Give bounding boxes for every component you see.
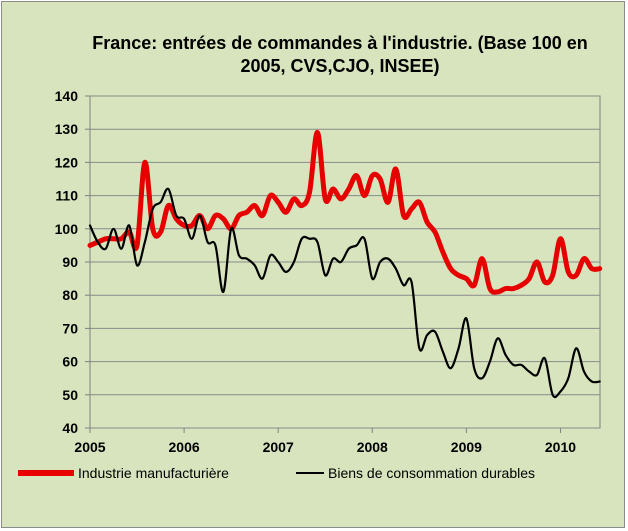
series-line-industrie-manufacturiere	[87, 130, 603, 295]
x-tick-label-2006: 2006	[169, 439, 200, 455]
legend-swatch-industrie	[18, 470, 74, 476]
legend-label-biens: Biens de consommation durables	[328, 465, 536, 481]
x-tick-label-2005: 2005	[74, 439, 105, 455]
y-tick-label-40: 40	[62, 420, 78, 436]
x-tick-label-2007: 2007	[263, 439, 294, 455]
y-tick-label-90: 90	[62, 254, 78, 270]
y-tick-label-140: 140	[55, 88, 79, 104]
gridlines	[90, 95, 600, 429]
axes: 40 50 60 70 80 90 100 110 120 130 140 2005 2006 2007 2…	[55, 88, 577, 455]
y-tick-label-120: 120	[55, 154, 79, 170]
chart-title-line-1: France: entrées de commandes à l'industr…	[92, 33, 588, 53]
chart-title: France: entrées de commandes à l'industr…	[60, 32, 620, 78]
y-tick-label-60: 60	[62, 354, 78, 370]
legend-label-industrie: Industrie manufacturière	[78, 465, 229, 481]
legend-item-biens: Biens de consommation durables	[296, 462, 535, 484]
legend: Industrie manufacturière Biens de consom…	[18, 462, 618, 484]
chart-title-line-2: 2005, CVS,CJO, INSEE)	[240, 56, 440, 76]
y-tick-label-110: 110	[55, 188, 78, 204]
y-tick-label-100: 100	[55, 221, 79, 237]
series-line-biens-consommation-durables	[88, 187, 601, 399]
legend-swatch-biens	[296, 472, 324, 474]
series-lines	[87, 130, 603, 399]
y-tick-label-130: 130	[55, 121, 79, 137]
y-tick-label-70: 70	[62, 320, 78, 336]
legend-item-industrie: Industrie manufacturière	[18, 462, 229, 484]
x-tick-label-2008: 2008	[357, 439, 388, 455]
x-tick-label-2010: 2010	[545, 439, 576, 455]
y-tick-label-50: 50	[62, 387, 78, 403]
y-tick-label-80: 80	[62, 287, 78, 303]
x-tick-label-2009: 2009	[451, 439, 482, 455]
